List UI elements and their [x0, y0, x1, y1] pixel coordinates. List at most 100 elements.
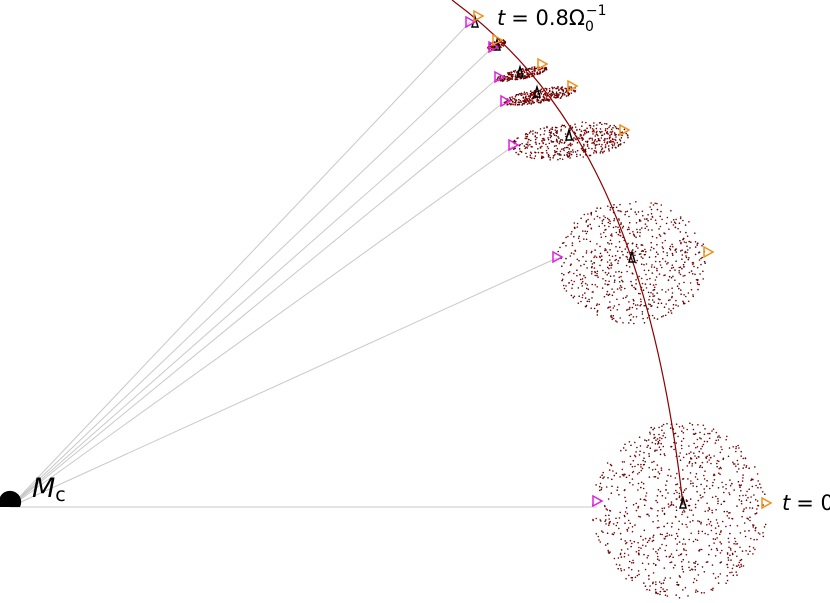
- particle: [741, 550, 744, 552]
- particle: [617, 209, 619, 212]
- particle: [527, 73, 530, 76]
- particle: [626, 295, 628, 297]
- particle: [598, 485, 601, 488]
- particle: [663, 525, 665, 528]
- particle: [643, 529, 646, 532]
- particle: [619, 287, 621, 289]
- particle: [639, 516, 641, 518]
- particle: [622, 322, 624, 324]
- particle: [687, 292, 690, 294]
- particle: [548, 93, 551, 96]
- particle: [635, 316, 638, 318]
- particle: [668, 534, 671, 536]
- particle: [632, 562, 635, 564]
- particle: [655, 251, 658, 253]
- particle: [716, 549, 719, 551]
- particle: [689, 472, 692, 474]
- particle: [604, 505, 606, 508]
- particle: [681, 430, 683, 432]
- particle: [696, 244, 698, 246]
- particle: [648, 453, 650, 455]
- particle: [587, 131, 590, 133]
- particle: [700, 263, 702, 266]
- particle: [597, 139, 600, 142]
- marker: [564, 127, 574, 141]
- particle: [581, 285, 584, 287]
- particle: [607, 133, 609, 135]
- particle: [747, 553, 749, 555]
- particle: [684, 224, 687, 226]
- particle: [678, 495, 681, 497]
- particle: [722, 457, 725, 460]
- particle: [759, 533, 761, 535]
- particle: [703, 478, 706, 480]
- particle: [700, 438, 702, 440]
- particle: [607, 549, 609, 552]
- particle: [643, 553, 645, 556]
- particle: [618, 219, 620, 221]
- particle: [505, 76, 507, 78]
- particle: [708, 507, 710, 509]
- particle: [615, 231, 618, 234]
- particle: [697, 530, 700, 532]
- particle: [625, 449, 627, 451]
- particle: [678, 597, 681, 599]
- particle: [671, 295, 673, 298]
- particle: [668, 247, 671, 250]
- particle: [551, 141, 553, 143]
- particle: [549, 156, 551, 159]
- particle: [604, 520, 606, 523]
- particle: [613, 144, 616, 146]
- particle: [591, 130, 594, 133]
- particle: [658, 233, 661, 236]
- particle: [757, 532, 760, 534]
- particle: [553, 86, 555, 89]
- particle: [646, 278, 648, 281]
- particle: [624, 443, 626, 446]
- particle: [644, 439, 646, 441]
- particle: [694, 565, 696, 568]
- particle: [666, 216, 669, 219]
- particle: [639, 220, 642, 222]
- time-value: = 0.8Ω: [511, 6, 585, 30]
- particle: [655, 591, 658, 594]
- particle: [557, 96, 559, 99]
- particle: [662, 434, 664, 437]
- particle: [552, 93, 554, 95]
- particle: [625, 132, 628, 135]
- particle: [613, 291, 615, 293]
- particle: [674, 538, 677, 540]
- particle: [608, 469, 611, 471]
- particle: [729, 484, 732, 487]
- particle: [550, 135, 552, 137]
- particle: [599, 482, 602, 485]
- particle: [641, 282, 644, 285]
- particle: [605, 508, 607, 510]
- particle: [510, 98, 512, 101]
- particle: [617, 233, 620, 236]
- particle: [608, 136, 611, 139]
- particle: [588, 147, 590, 150]
- particle: [683, 281, 685, 284]
- particle: [613, 218, 616, 220]
- particle: [697, 563, 699, 566]
- particle: [564, 133, 567, 135]
- particle: [756, 473, 759, 475]
- particle: [695, 473, 698, 475]
- particle: [631, 526, 634, 528]
- particle: [635, 551, 638, 553]
- particle: [697, 424, 699, 426]
- particle: [718, 435, 720, 437]
- particle: [523, 103, 526, 105]
- particle: [708, 508, 711, 510]
- particle: [568, 282, 570, 284]
- particle: [619, 285, 622, 287]
- particle: [652, 562, 655, 565]
- particle: [692, 540, 695, 543]
- particle: [607, 148, 610, 150]
- particle: [702, 443, 705, 446]
- particle: [656, 558, 659, 560]
- particle: [638, 454, 641, 456]
- particle: [600, 134, 603, 137]
- particle: [510, 103, 513, 105]
